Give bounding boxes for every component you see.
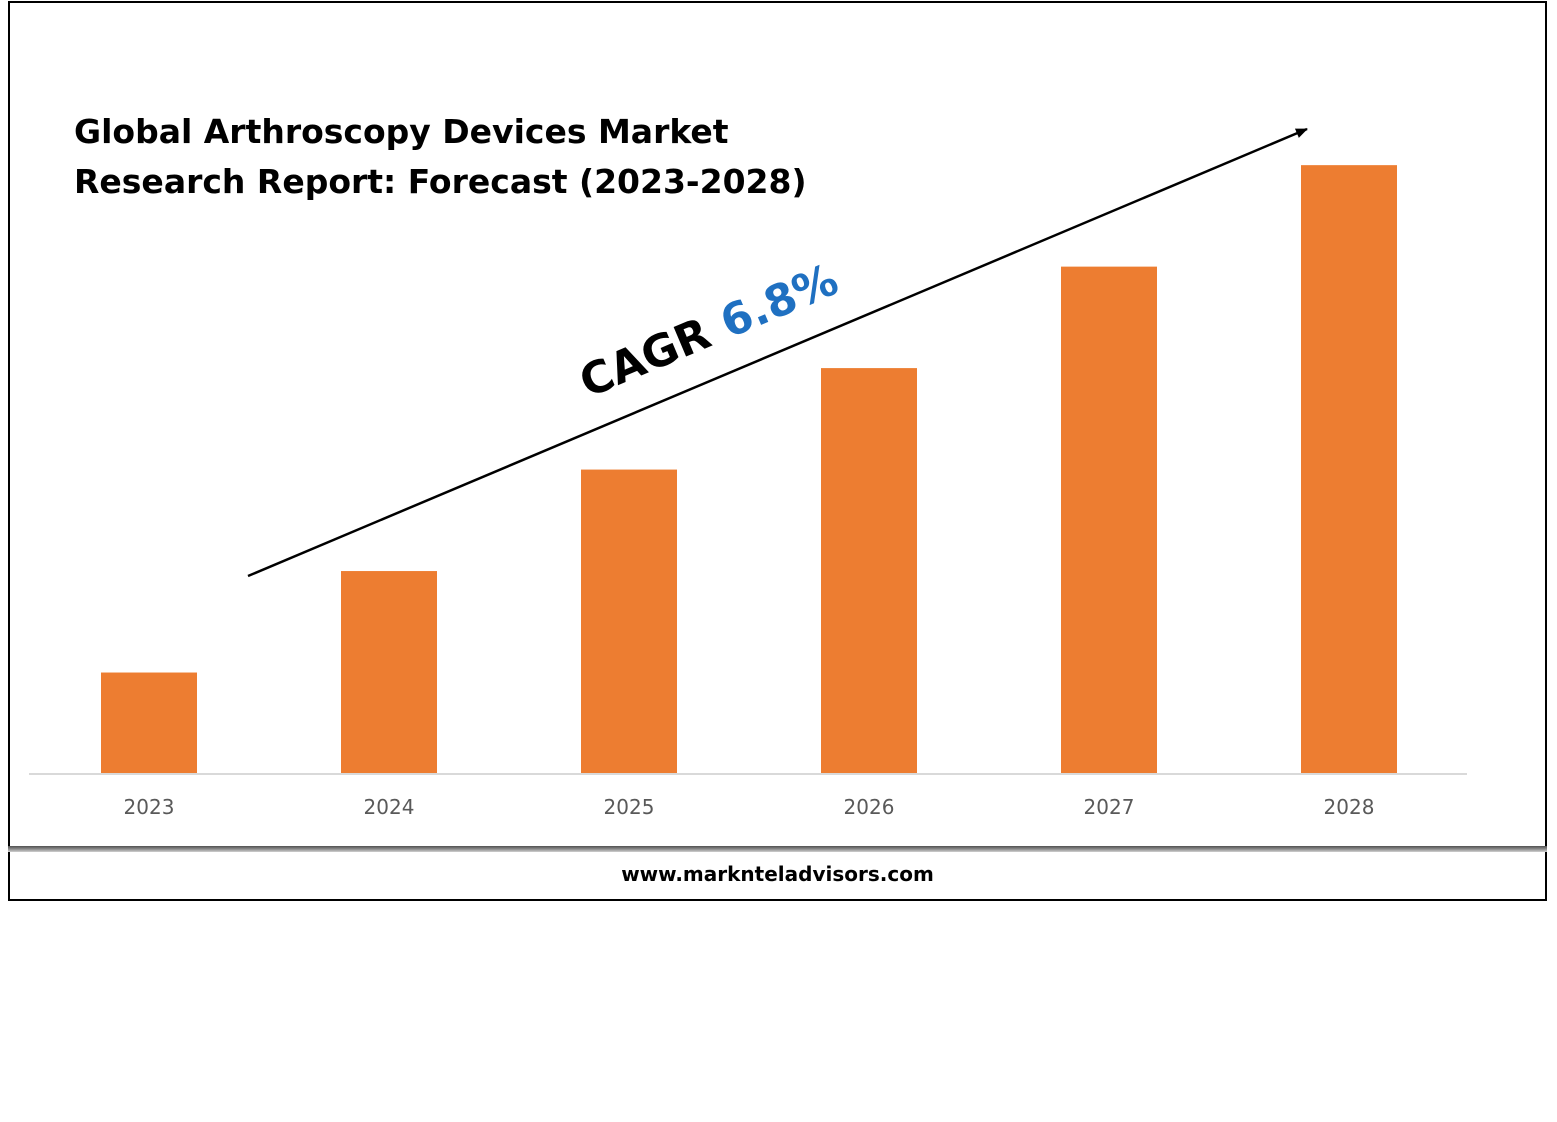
- x-axis-tick-labels: 2023 2024 2025 2026 2027 2028: [124, 795, 1375, 819]
- x-tick-label-2023: 2023: [124, 795, 175, 819]
- x-tick-label-2024: 2024: [364, 795, 415, 819]
- bar-2027: [1061, 266, 1157, 774]
- cagr-value: 6.8%: [713, 254, 845, 348]
- cagr-label: CAGR: [572, 308, 717, 408]
- cagr-annotation: CAGR 6.8%: [572, 254, 845, 408]
- bar-2026: [821, 368, 917, 774]
- footer-url: www.marknteladvisors.com: [621, 862, 934, 886]
- chart-frame: [8, 1, 1547, 901]
- bar-2024: [341, 571, 437, 774]
- bar-2025: [581, 469, 677, 774]
- x-tick-label-2028: 2028: [1324, 795, 1375, 819]
- x-tick-label-2026: 2026: [844, 795, 895, 819]
- chart-title-line-1: Global Arthroscopy Devices Market: [74, 112, 729, 151]
- x-tick-label-2025: 2025: [604, 795, 655, 819]
- chart-title: Global Arthroscopy Devices Market Resear…: [74, 112, 807, 201]
- trend-arrow: [247, 127, 1308, 578]
- bar-series: [101, 165, 1397, 775]
- chart-title-line-2: Research Report: Forecast (2023-2028): [74, 162, 807, 201]
- footer-divider: [8, 846, 1547, 852]
- x-tick-label-2027: 2027: [1084, 795, 1135, 819]
- bar-2028: [1301, 165, 1397, 775]
- bar-2023: [101, 672, 197, 774]
